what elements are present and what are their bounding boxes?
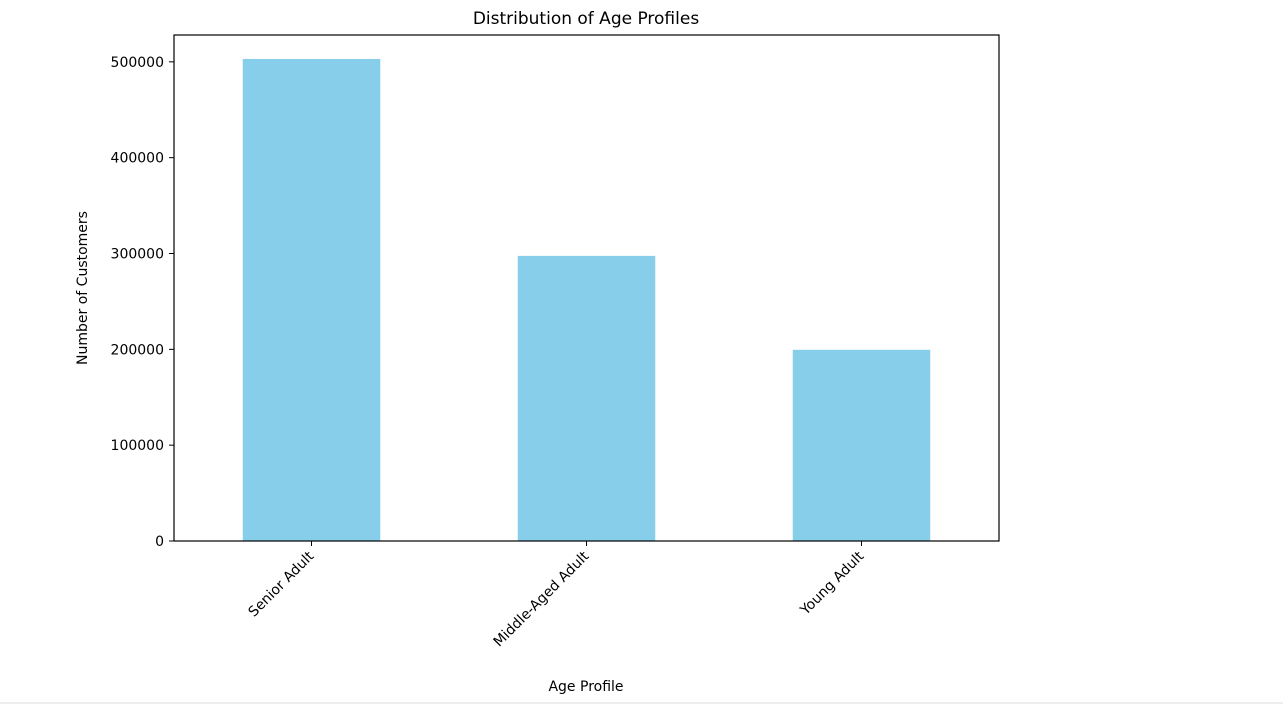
y-tick-label: 300000 [111,247,164,263]
chart-title: Distribution of Age Profiles [473,9,700,29]
bottom-divider [0,702,1283,704]
y-tick-label: 400000 [111,151,164,167]
y-tick-label: 0 [155,534,164,550]
x-tick-label: Young Adult [797,548,868,619]
y-tick-label: 200000 [111,342,164,358]
y-tick-label: 500000 [111,55,164,71]
x-ticks-group: Senior Adult Middle-Aged Adult Young Adult [246,541,868,650]
plot-frame [173,34,1000,542]
y-ticks-group: 0 100000 200000 300000 400000 500000 [111,55,174,550]
bar-middle-aged-adult [517,255,656,542]
bars-group [242,58,931,542]
x-tick-label: Senior Adult [246,548,318,620]
x-tick-label: Middle-Aged Adult [491,548,593,650]
x-axis-label: Age Profile [548,679,623,695]
y-tick-label: 100000 [111,438,164,454]
bar-young-adult [792,349,931,541]
bar-senior-adult [242,58,381,541]
y-axis-label: Number of Customers [75,211,91,365]
